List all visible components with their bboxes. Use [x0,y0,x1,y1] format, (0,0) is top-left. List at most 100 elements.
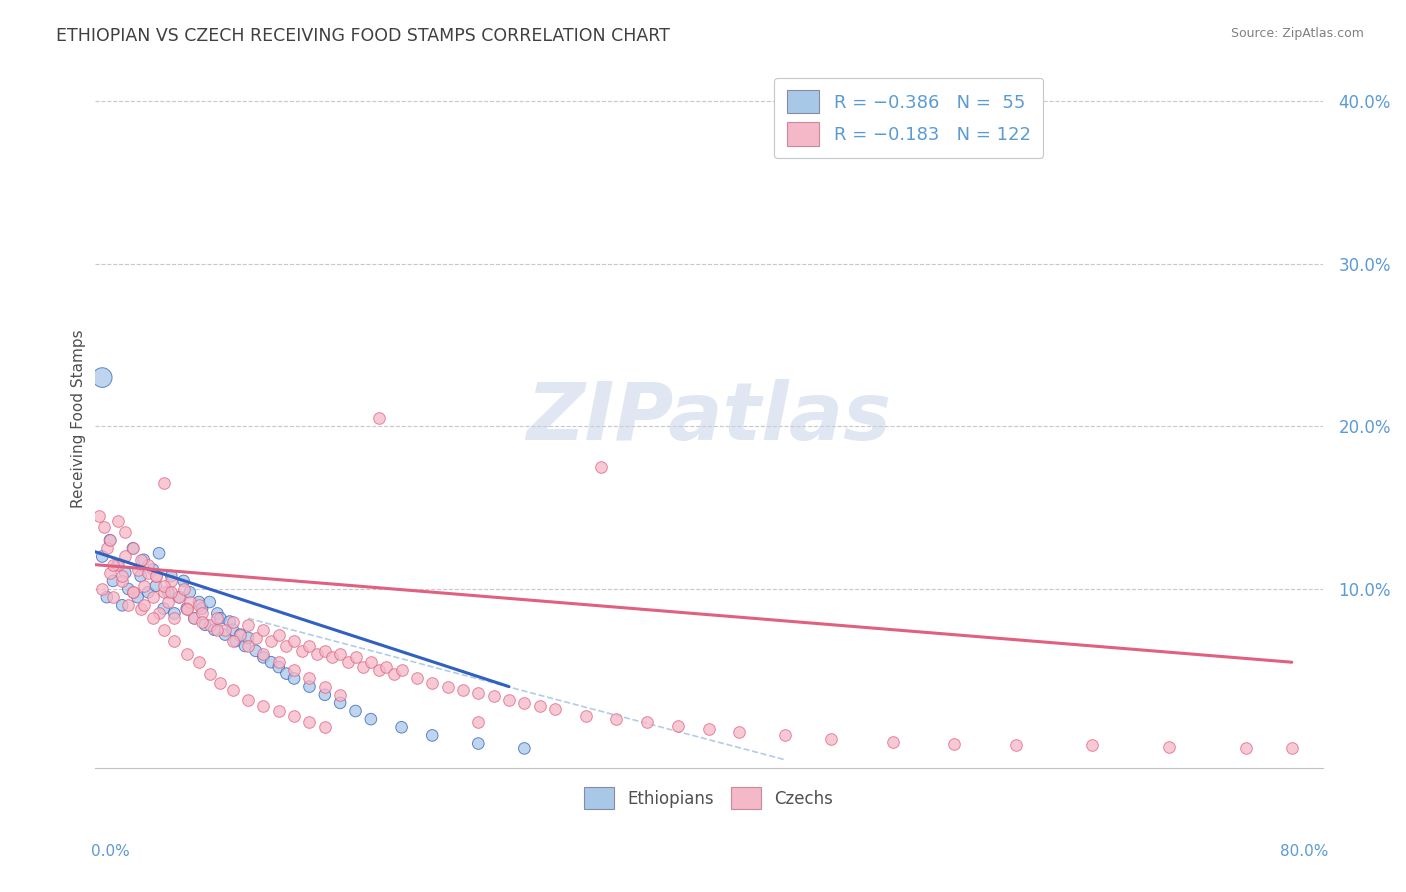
Point [775,728,797,742]
Point [107,558,129,572]
Point [222,623,245,637]
Point [529,699,551,714]
Point [191,615,214,629]
Point [391,720,413,734]
Point [276,639,298,653]
Point [222,682,245,697]
Point [114,566,136,580]
Point [136,558,159,572]
Point [209,611,232,625]
Point [298,639,321,653]
Point [145,569,167,583]
Point [575,709,598,723]
Point [114,525,136,540]
Point [252,623,274,637]
Point [252,647,274,661]
Point [98,533,121,548]
Point [163,634,186,648]
Point [321,650,343,665]
Point [207,623,229,637]
Point [157,595,180,609]
Point [329,688,352,702]
Point [283,672,305,686]
Point [360,655,382,669]
Point [198,666,221,681]
Point [298,672,321,686]
Point [336,655,359,669]
Point [329,696,352,710]
Point [467,686,489,700]
Point [367,664,389,678]
Point [173,582,195,596]
Point [188,599,211,613]
Point [236,692,259,706]
Point [222,615,245,629]
Point [207,607,229,621]
Point [188,595,211,609]
Point [152,476,174,491]
Point [283,634,305,648]
Point [367,411,389,425]
Point [267,660,290,674]
Point [225,634,247,648]
Point [163,607,186,621]
Point [544,702,567,716]
Point [728,725,751,739]
Point [93,520,115,534]
Point [267,704,290,718]
Point [152,601,174,615]
Point [467,737,489,751]
Point [236,617,259,632]
Point [91,549,114,564]
Point [101,590,124,604]
Point [122,585,145,599]
Point [132,599,155,613]
Text: Source: ZipAtlas.com: Source: ZipAtlas.com [1230,27,1364,40]
Point [467,715,489,730]
Point [136,585,159,599]
Point [276,666,298,681]
Point [391,664,413,678]
Text: 80.0%: 80.0% [1281,845,1329,859]
Point [160,569,183,583]
Point [179,585,201,599]
Point [148,546,170,560]
Point [1004,738,1026,752]
Point [267,627,290,641]
Point [160,585,183,599]
Point [152,579,174,593]
Point [142,590,165,604]
Point [157,585,180,599]
Point [436,680,458,694]
Point [298,715,321,730]
Point [498,692,520,706]
Point [820,731,842,746]
Point [943,737,966,751]
Point [122,585,145,599]
Point [207,611,229,625]
Point [176,601,198,615]
Point [91,370,114,384]
Text: ETHIOPIAN VS CZECH RECEIVING FOOD STAMPS CORRELATION CHART: ETHIOPIAN VS CZECH RECEIVING FOOD STAMPS… [56,27,671,45]
Point [176,647,198,661]
Y-axis label: Receiving Food Stamps: Receiving Food Stamps [72,329,86,508]
Point [142,611,165,625]
Point [298,680,321,694]
Point [98,533,121,548]
Point [160,574,183,588]
Point [222,634,245,648]
Point [96,541,118,556]
Point [179,595,201,609]
Point [214,623,236,637]
Point [132,579,155,593]
Point [406,672,429,686]
Point [122,541,145,556]
Point [666,719,689,733]
Point [127,562,149,576]
Point [314,720,336,734]
Point [122,541,145,556]
Point [117,599,139,613]
Point [107,558,129,572]
Point [1081,738,1104,752]
Point [176,601,198,615]
